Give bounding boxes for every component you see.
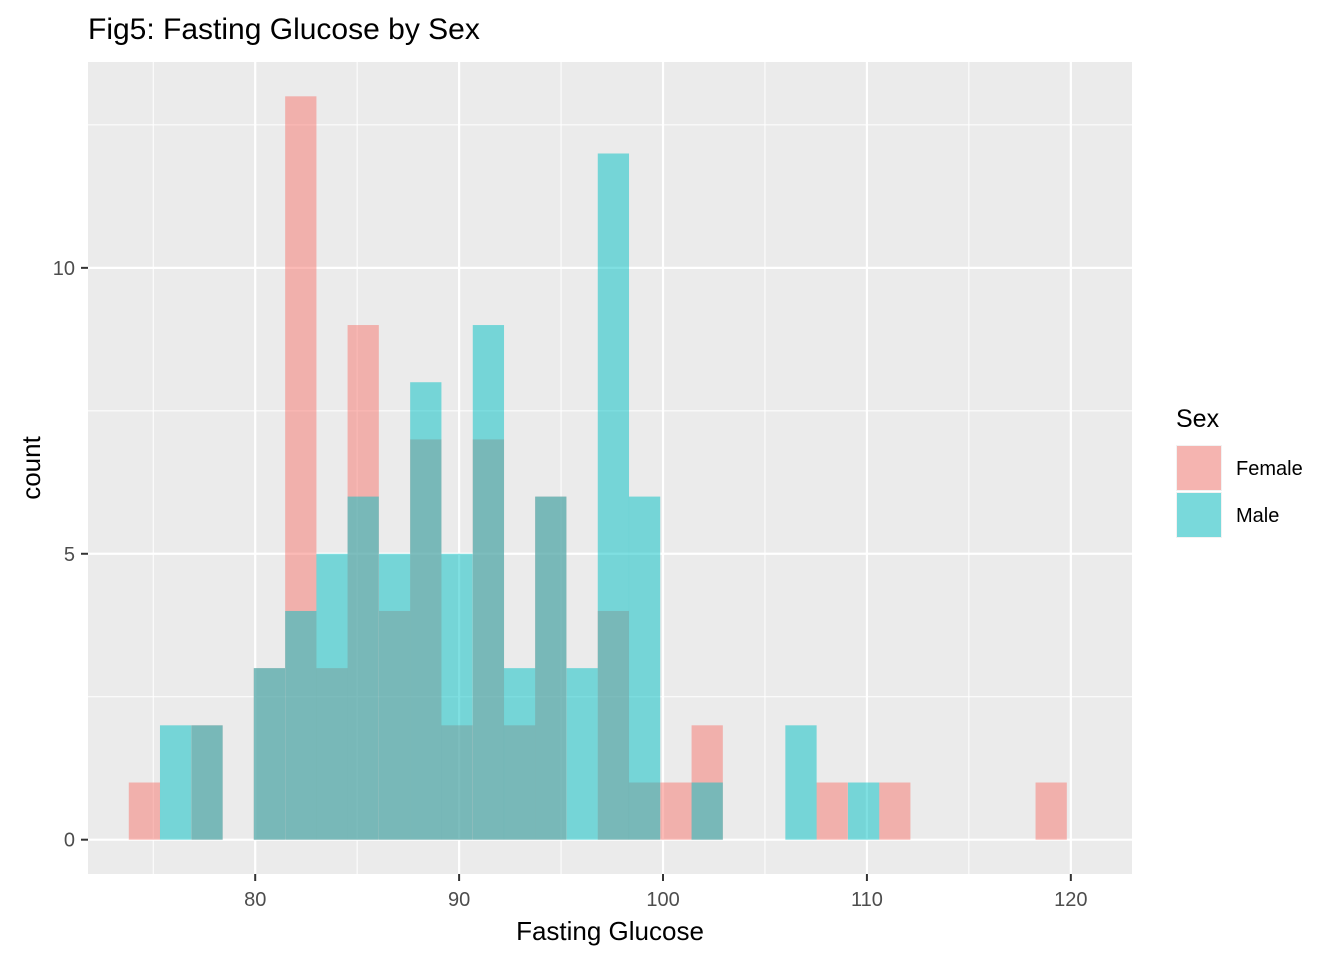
female-bar — [660, 782, 692, 840]
legend-title: Sex — [1176, 405, 1220, 433]
y-tick-label: 0 — [64, 830, 75, 852]
female-bar — [128, 782, 161, 840]
x-tick-label: 120 — [1054, 889, 1087, 911]
y-tick-label: 5 — [64, 544, 75, 566]
male-bar — [535, 496, 567, 840]
male-bars — [159, 153, 880, 840]
x-tick-label: 90 — [448, 889, 470, 911]
male-bar — [191, 725, 223, 840]
male-bar — [472, 325, 505, 840]
y-axis-label: count — [16, 435, 46, 499]
legend-items: Female Male — [1176, 445, 1303, 538]
legend-label-male: Male — [1236, 505, 1279, 527]
y-tick-label: 10 — [53, 258, 75, 280]
female-bar — [1035, 782, 1067, 840]
male-bar — [347, 496, 379, 840]
male-bar — [503, 668, 536, 840]
legend-key-male — [1177, 493, 1221, 537]
legend: Sex Female Male — [1176, 405, 1303, 538]
male-bar — [285, 610, 317, 840]
male-bar — [597, 153, 630, 840]
male-bar — [378, 553, 411, 840]
male-bar — [691, 782, 723, 840]
x-axis-label: Fasting Glucose — [516, 916, 704, 946]
male-bar — [253, 668, 286, 840]
male-bar — [410, 382, 442, 840]
male-bar — [785, 725, 817, 840]
x-axis-ticks: 80 90 100 110 120 — [244, 874, 1088, 911]
y-axis-ticks: 0 5 10 — [53, 258, 88, 852]
female-bar — [816, 782, 848, 840]
male-bar — [316, 553, 348, 840]
x-tick-label: 100 — [646, 889, 679, 911]
x-tick-label: 110 — [851, 889, 883, 911]
male-bar — [847, 782, 880, 840]
x-tick-label: 80 — [244, 889, 266, 911]
chart-title: Fig5: Fasting Glucose by Sex — [88, 13, 480, 46]
legend-label-female: Female — [1236, 458, 1303, 480]
male-bar — [441, 553, 473, 840]
male-bar — [566, 668, 598, 840]
male-bar — [159, 725, 192, 840]
legend-key-female — [1177, 446, 1221, 490]
female-bar — [879, 782, 911, 840]
male-bar — [628, 496, 661, 840]
